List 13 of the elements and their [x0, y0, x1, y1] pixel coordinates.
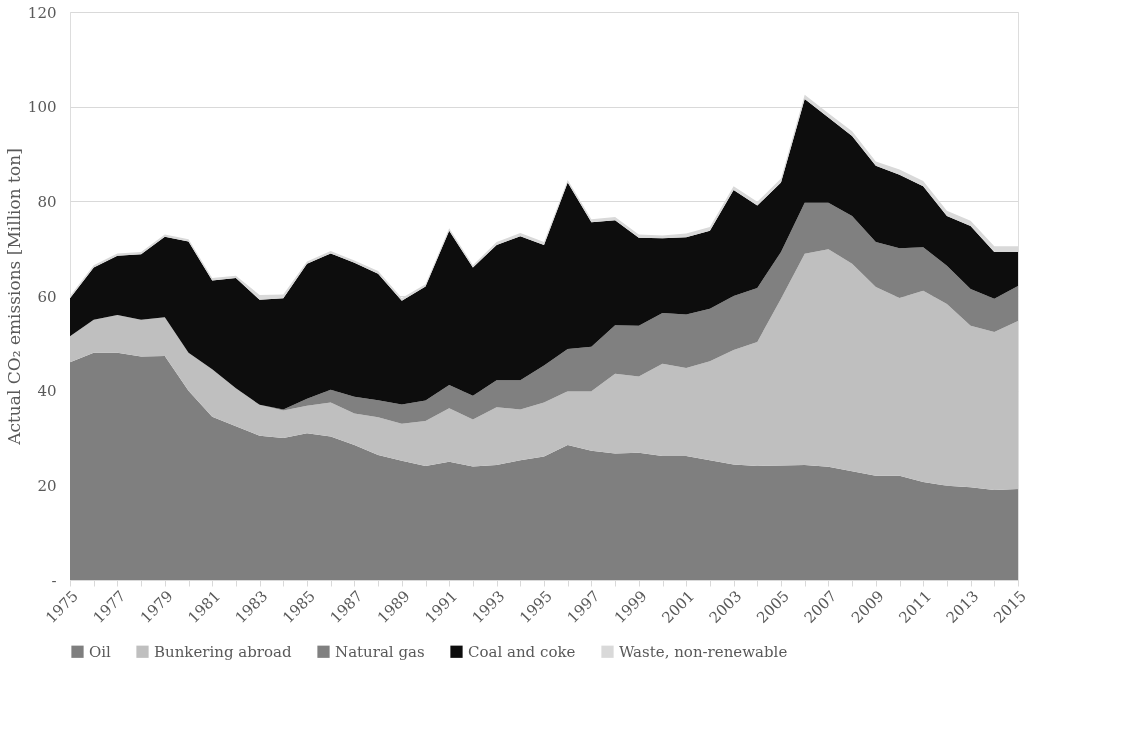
y-tick-label: 120	[27, 3, 57, 22]
legend-label: Oil	[89, 642, 112, 661]
y-tick-label: 20	[37, 476, 57, 495]
y-tick-label: 60	[37, 287, 57, 306]
y-tick-label: 100	[27, 98, 57, 117]
legend-label: Natural gas	[335, 642, 425, 661]
legend-label: Bunkering abroad	[154, 642, 292, 661]
y-tick-label: 40	[37, 382, 57, 401]
y-tick-label: -	[51, 571, 57, 590]
y-axis-title: Actual CO₂ emissions [Million ton]	[3, 148, 24, 446]
legend-label: Waste, non-renewable	[619, 642, 788, 661]
y-tick-label: 80	[37, 192, 57, 211]
legend-label: Coal and coke	[468, 642, 576, 661]
